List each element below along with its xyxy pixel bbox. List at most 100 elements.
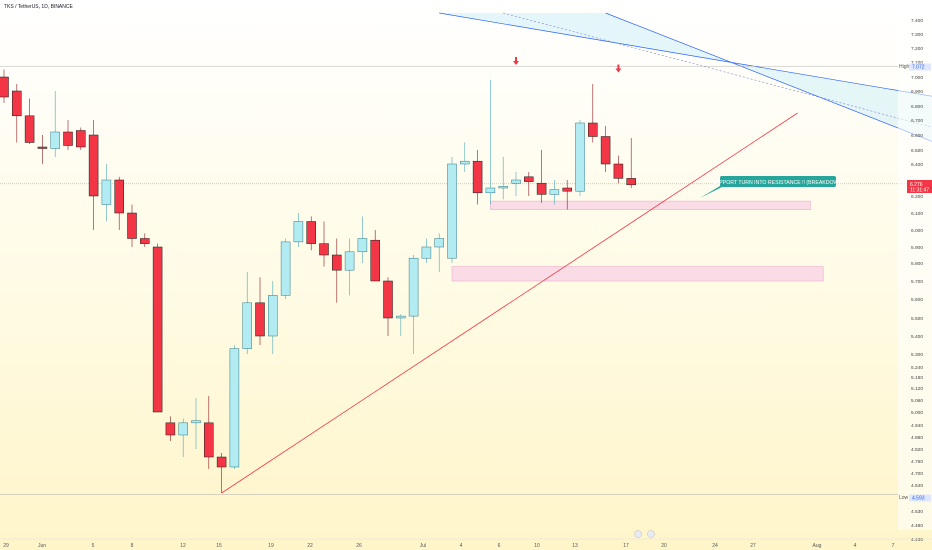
candle (613, 155, 624, 184)
candle (600, 126, 611, 172)
candle-body (242, 302, 252, 349)
high-tag-value: 7.072 (912, 65, 925, 71)
candle-body (165, 422, 176, 436)
candle (88, 120, 99, 230)
time-tick-label: 15 (216, 543, 222, 549)
price-tick-label: 6.500 (911, 148, 923, 154)
price-tick-label: 7.200 (911, 46, 923, 52)
time-tick-label: 19 (268, 543, 274, 549)
high-tag-label: High (899, 64, 910, 70)
candle-body (268, 295, 278, 337)
time-tick-label: 6 (498, 543, 501, 549)
candle (498, 157, 508, 200)
time-tick-label: 4 (460, 543, 463, 549)
candle (255, 277, 265, 345)
price-tick-label: 7.000 (911, 75, 923, 81)
candle (434, 233, 444, 272)
price-tick-label: 4.480 (911, 523, 923, 529)
candle-body (50, 131, 60, 149)
time-tick-label: 20 (661, 543, 667, 549)
candle (383, 277, 393, 336)
annotation-callout[interactable]: SUPPORT TURN INTO RESISTANCE !! (BREAKDO… (700, 176, 844, 198)
chart-title: TKS / TetherUS, 1D, BINANCE (4, 4, 73, 10)
candle (229, 345, 240, 469)
trendline-layer (221, 112, 798, 494)
candle-body (498, 186, 508, 189)
candle-body (76, 130, 86, 148)
price-tick-label: 4.640 (911, 483, 923, 489)
candle-body (344, 251, 355, 271)
candle-body (216, 456, 227, 468)
us-flag-icon[interactable] (634, 530, 642, 538)
current-price-box (907, 180, 932, 193)
candle-body (127, 212, 137, 239)
candle-body (434, 238, 444, 248)
candle-body (383, 280, 393, 319)
price-tick-label: 4.940 (911, 423, 923, 429)
price-axis-bg (898, 0, 932, 530)
candle-body (524, 176, 534, 182)
candle-body (306, 221, 316, 244)
levels-layer (0, 65, 907, 495)
current-price-countdown: 11:31:47 (910, 188, 929, 194)
candle (0, 69, 9, 103)
current-price-tag: 6.276 11:31:47 (907, 180, 932, 194)
price-tick-label: 4.530 (911, 509, 923, 515)
low-tag-label: Low (899, 495, 909, 501)
candle-body (37, 146, 48, 149)
time-tick-label: 5 (92, 543, 95, 549)
resistance-zone (490, 200, 811, 210)
candle (408, 255, 419, 354)
price-tick-label: 4.880 (911, 435, 923, 441)
candle-body (562, 187, 572, 192)
price-tick-label: 5.900 (911, 245, 923, 251)
candle-body (600, 136, 611, 165)
candle (268, 281, 278, 354)
time-axis[interactable]: 29 Jun 5 8 12 15 19 22 26 Jul 4 6 10 13 17 20 24 27 Aug 4 7 (0, 530, 932, 550)
candle (178, 418, 188, 457)
candle (280, 238, 291, 299)
candle (485, 79, 496, 205)
price-tick-label: 6.400 (911, 162, 923, 168)
candle (140, 233, 150, 247)
time-tick-label: 22 (307, 543, 313, 549)
time-tick-label: Aug (813, 543, 822, 549)
candle-body (447, 163, 457, 259)
candle-body (114, 179, 124, 214)
channel-upper-line (439, 12, 932, 97)
price-tick-label: 7.300 (911, 32, 923, 38)
annotation-text: SUPPORT TURN INTO RESISTANCE !! (BREAKDO… (712, 180, 844, 186)
event-flags[interactable] (634, 530, 655, 538)
candle-body (332, 254, 342, 271)
price-tick-label: 4.700 (911, 471, 923, 477)
time-tick-label: 4 (854, 543, 857, 549)
candle-body (24, 115, 35, 143)
us-flag-icon[interactable] (647, 530, 655, 538)
candle (319, 221, 329, 267)
candle (332, 238, 342, 303)
price-tick-label: 7.100 (911, 60, 923, 66)
price-tick-label: 6.100 (911, 211, 923, 217)
time-tick-label: 29 (3, 543, 9, 549)
price-tick-label: 6.200 (911, 194, 923, 200)
candle-body (0, 76, 9, 98)
price-tick-label: 5.300 (911, 352, 923, 358)
candle-body (204, 422, 214, 458)
candle-body (152, 246, 163, 413)
candle (114, 176, 124, 230)
candle-body (88, 134, 99, 197)
candle-body (408, 257, 419, 317)
price-axis[interactable]: 7.400 7.300 7.200 7.100 7.000 6.900 6.800 6.700… (898, 0, 932, 543)
candle (127, 204, 137, 247)
price-tick-label: 6.900 (911, 89, 923, 95)
candle-body (357, 238, 368, 253)
candle-body (229, 348, 240, 468)
time-tick-label: 8 (131, 543, 134, 549)
current-price-value: 6.276 (910, 182, 923, 188)
candle-body (549, 189, 560, 195)
candle (575, 120, 585, 196)
price-tick-label: 6.600 (911, 133, 923, 139)
resistance-zone (451, 266, 824, 282)
price-tick-label: 5.400 (911, 334, 923, 340)
